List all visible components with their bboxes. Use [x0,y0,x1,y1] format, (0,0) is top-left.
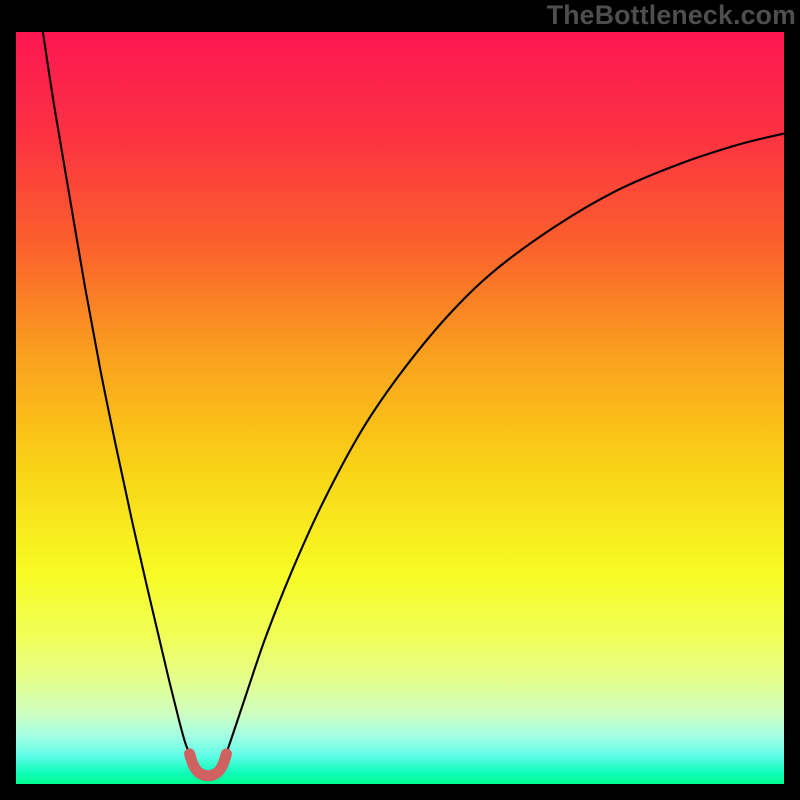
bottleneck-chart [16,32,784,784]
chart-stage: TheBottleneck.com [0,0,800,800]
chart-background [16,32,784,784]
watermark-text: TheBottleneck.com [547,0,796,31]
